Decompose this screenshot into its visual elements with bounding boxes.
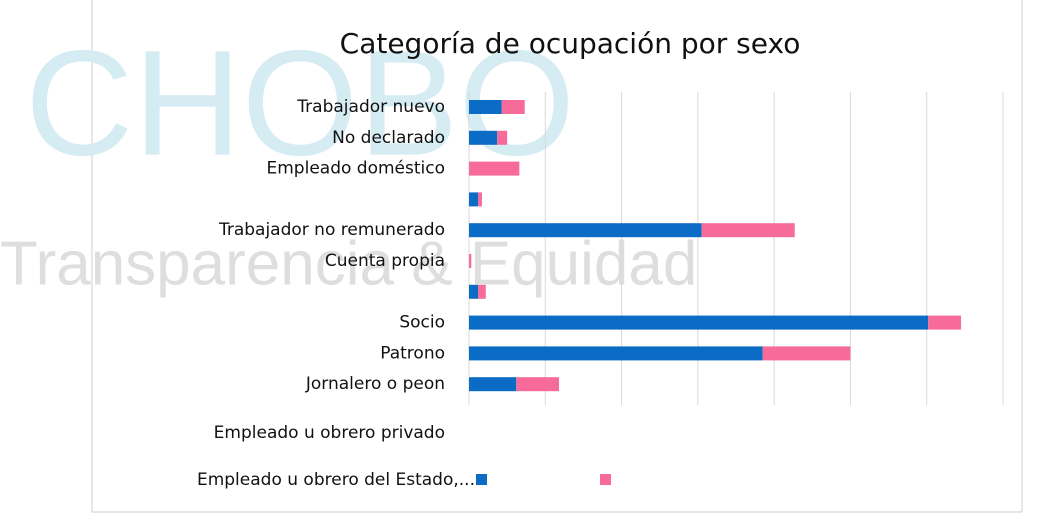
bar-segment bbox=[469, 377, 517, 392]
bar-segment bbox=[469, 192, 479, 207]
category-label: Cuenta propia bbox=[325, 251, 445, 271]
extra-label: Empleado u obrero privado bbox=[214, 423, 445, 443]
category-label: Trabajador nuevo bbox=[296, 97, 445, 117]
bar-segment bbox=[469, 254, 472, 268]
chart-title: Categoría de ocupación por sexo bbox=[340, 27, 801, 60]
bar-segment bbox=[469, 100, 502, 114]
category-label: Patrono bbox=[380, 343, 445, 363]
bar-segment bbox=[497, 130, 508, 145]
bar-segment bbox=[701, 223, 795, 238]
bar-segment bbox=[478, 192, 482, 207]
legend-swatch bbox=[600, 474, 611, 485]
watermark: Transparencia & Equidad bbox=[0, 229, 697, 298]
bar-segment bbox=[469, 130, 498, 145]
bar-segment bbox=[762, 346, 851, 361]
bar-segment bbox=[516, 377, 560, 392]
bar-segment bbox=[469, 346, 763, 361]
bar-segment bbox=[469, 223, 702, 238]
category-label: No declarado bbox=[332, 128, 445, 148]
category-label: Trabajador no remunerado bbox=[218, 220, 445, 240]
chart-frame bbox=[91, 0, 1023, 513]
bar-segment bbox=[469, 161, 520, 176]
category-label: Jornalero o peon bbox=[305, 374, 445, 394]
bar-segment bbox=[469, 315, 929, 330]
category-label: Socio bbox=[399, 313, 445, 333]
extra-label: Empleado u obrero del Estado,... bbox=[197, 470, 475, 490]
category-label: Empleado doméstico bbox=[267, 159, 446, 179]
bar-segment bbox=[928, 315, 962, 330]
bar-segment bbox=[478, 284, 486, 299]
legend-swatch bbox=[476, 474, 487, 485]
bar-segment bbox=[469, 284, 479, 299]
bar-segment bbox=[501, 100, 525, 114]
